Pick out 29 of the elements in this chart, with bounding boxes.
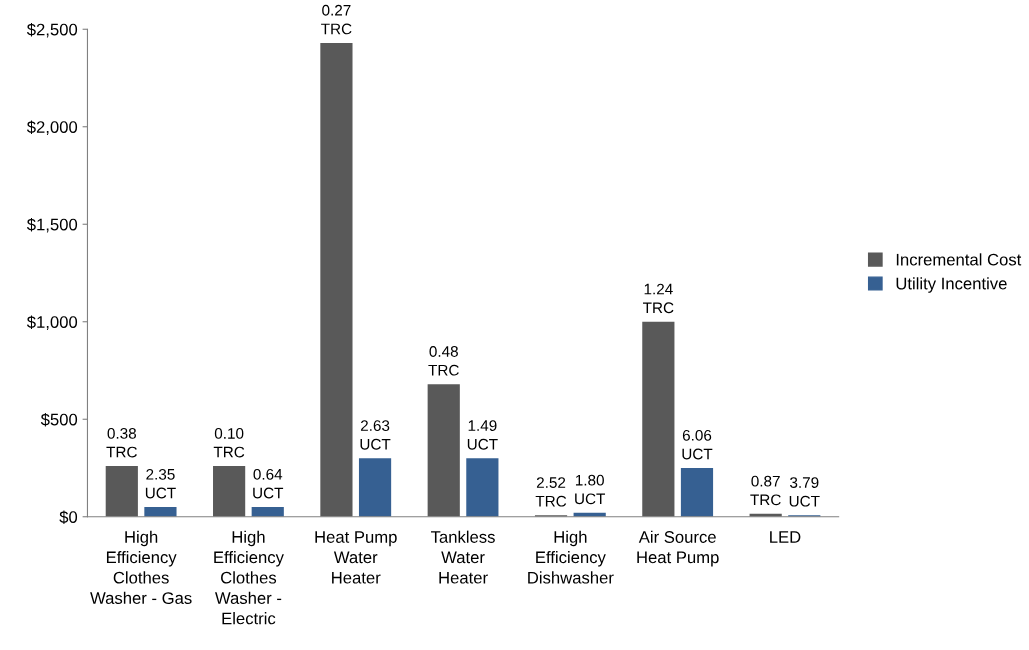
x-tick-label: LED (770, 531, 801, 543)
annotation: 3.79 UCT (789, 477, 820, 507)
y-tick-label: $0 (59, 510, 78, 524)
y-tick-label: $1,500 (26, 217, 78, 233)
legend-label: Utility Incentive (896, 277, 1007, 293)
annotation: 0.10 TRC (213, 427, 245, 458)
y-tick-label: $2,000 (26, 120, 78, 135)
annotation: 0.38 TRC (106, 427, 137, 458)
x-tick-label: High Efficiency Clothes Washer - Electric (214, 530, 284, 625)
annotation: 0.64 UCT (253, 468, 284, 499)
x-tick-label: Tankless Water Heater (431, 530, 495, 584)
annotation: 1.24 TRC (643, 283, 674, 314)
annotation: 6.06 UCT (682, 429, 713, 460)
y-tick-label: $1,000 (26, 315, 78, 330)
y-tick-label: $2,500 (26, 22, 78, 38)
annotation: 1.80 UCT (575, 474, 606, 505)
y-tick-label: $500 (40, 412, 78, 427)
annotation: 1.49 UCT (467, 420, 498, 450)
x-tick-label: Air Source Heat Pump (637, 530, 719, 567)
x-tick-label: High Efficiency Clothes Washer - Gas (90, 530, 192, 604)
annotation: 2.63 UCT (360, 420, 391, 450)
x-tick-label: Heat Pump Water Heater (315, 531, 397, 584)
legend-label: Incremental Cost (896, 253, 1022, 266)
annotation: 0.48 TRC (428, 346, 459, 376)
x-tick-label: High Efficiency Dishwasher (528, 530, 614, 584)
annotation: 2.35 UCT (145, 468, 176, 499)
annotation: 0.27 TRC (321, 4, 352, 35)
annotation: 0.87 TRC (750, 475, 781, 506)
annotation: 2.52 TRC (535, 477, 567, 507)
